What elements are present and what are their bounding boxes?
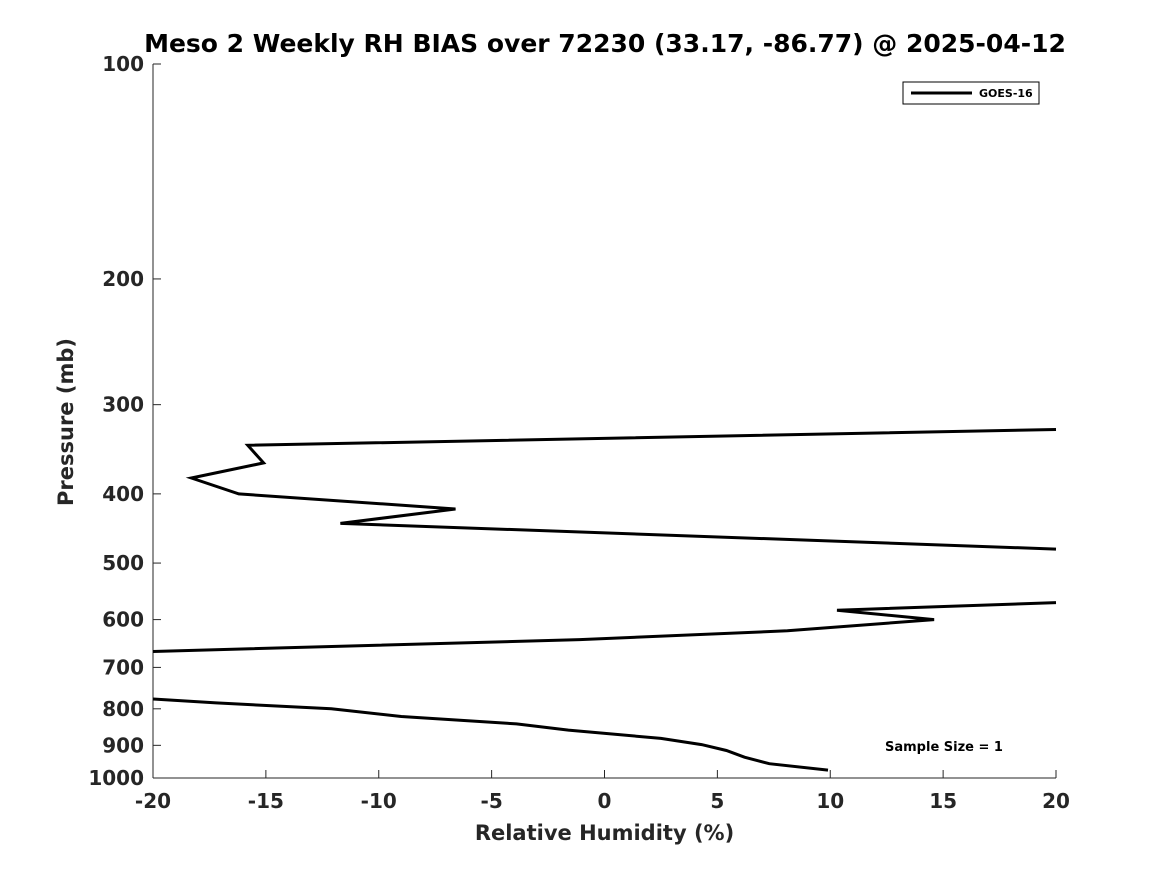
y-tick-label: 400 [102, 482, 144, 506]
x-tick-label: 20 [1042, 789, 1070, 813]
y-tick-label: 500 [102, 551, 144, 575]
y-tick-label: 200 [102, 267, 144, 291]
x-tick-label: 10 [816, 789, 844, 813]
series-line-goes-16-segment-1 [152, 697, 829, 772]
y-tick-label: 1000 [88, 766, 144, 790]
x-tick-label: 5 [710, 789, 724, 813]
x-ticks: -20 -15 -10 -5 0 5 10 15 20 [135, 770, 1070, 813]
legend-label-goes-16: GOES-16 [979, 87, 1033, 100]
y-tick-label: 100 [102, 52, 144, 76]
x-tick-label: -20 [135, 789, 171, 813]
series-line-goes-16-segment-2 [152, 601, 1057, 653]
x-tick-label: -5 [481, 789, 503, 813]
y-tick-label: 700 [102, 655, 144, 679]
legend: GOES-16 [902, 81, 1040, 105]
chart-title: Meso 2 Weekly RH BIAS over 72230 (33.17,… [144, 29, 1066, 58]
x-tick-label: -15 [248, 789, 284, 813]
y-axis-label: Pressure (mb) [54, 338, 78, 506]
y-tick-label: 800 [102, 697, 144, 721]
series-group [152, 428, 1057, 772]
series-line-goes-16-segment-3 [185, 428, 1057, 551]
x-tick-label: 0 [598, 789, 612, 813]
sample-size-annotation: Sample Size = 1 [885, 740, 1003, 755]
x-tick-label: -10 [361, 789, 397, 813]
x-axis-label: Relative Humidity (%) [475, 821, 734, 845]
y-tick-label: 900 [102, 733, 144, 757]
y-tick-label: 600 [102, 608, 144, 632]
y-tick-label: 300 [102, 393, 144, 417]
x-tick-label: 15 [929, 789, 957, 813]
y-ticks: 100 200 300 400 500 600 700 800 900 1000 [88, 52, 161, 790]
